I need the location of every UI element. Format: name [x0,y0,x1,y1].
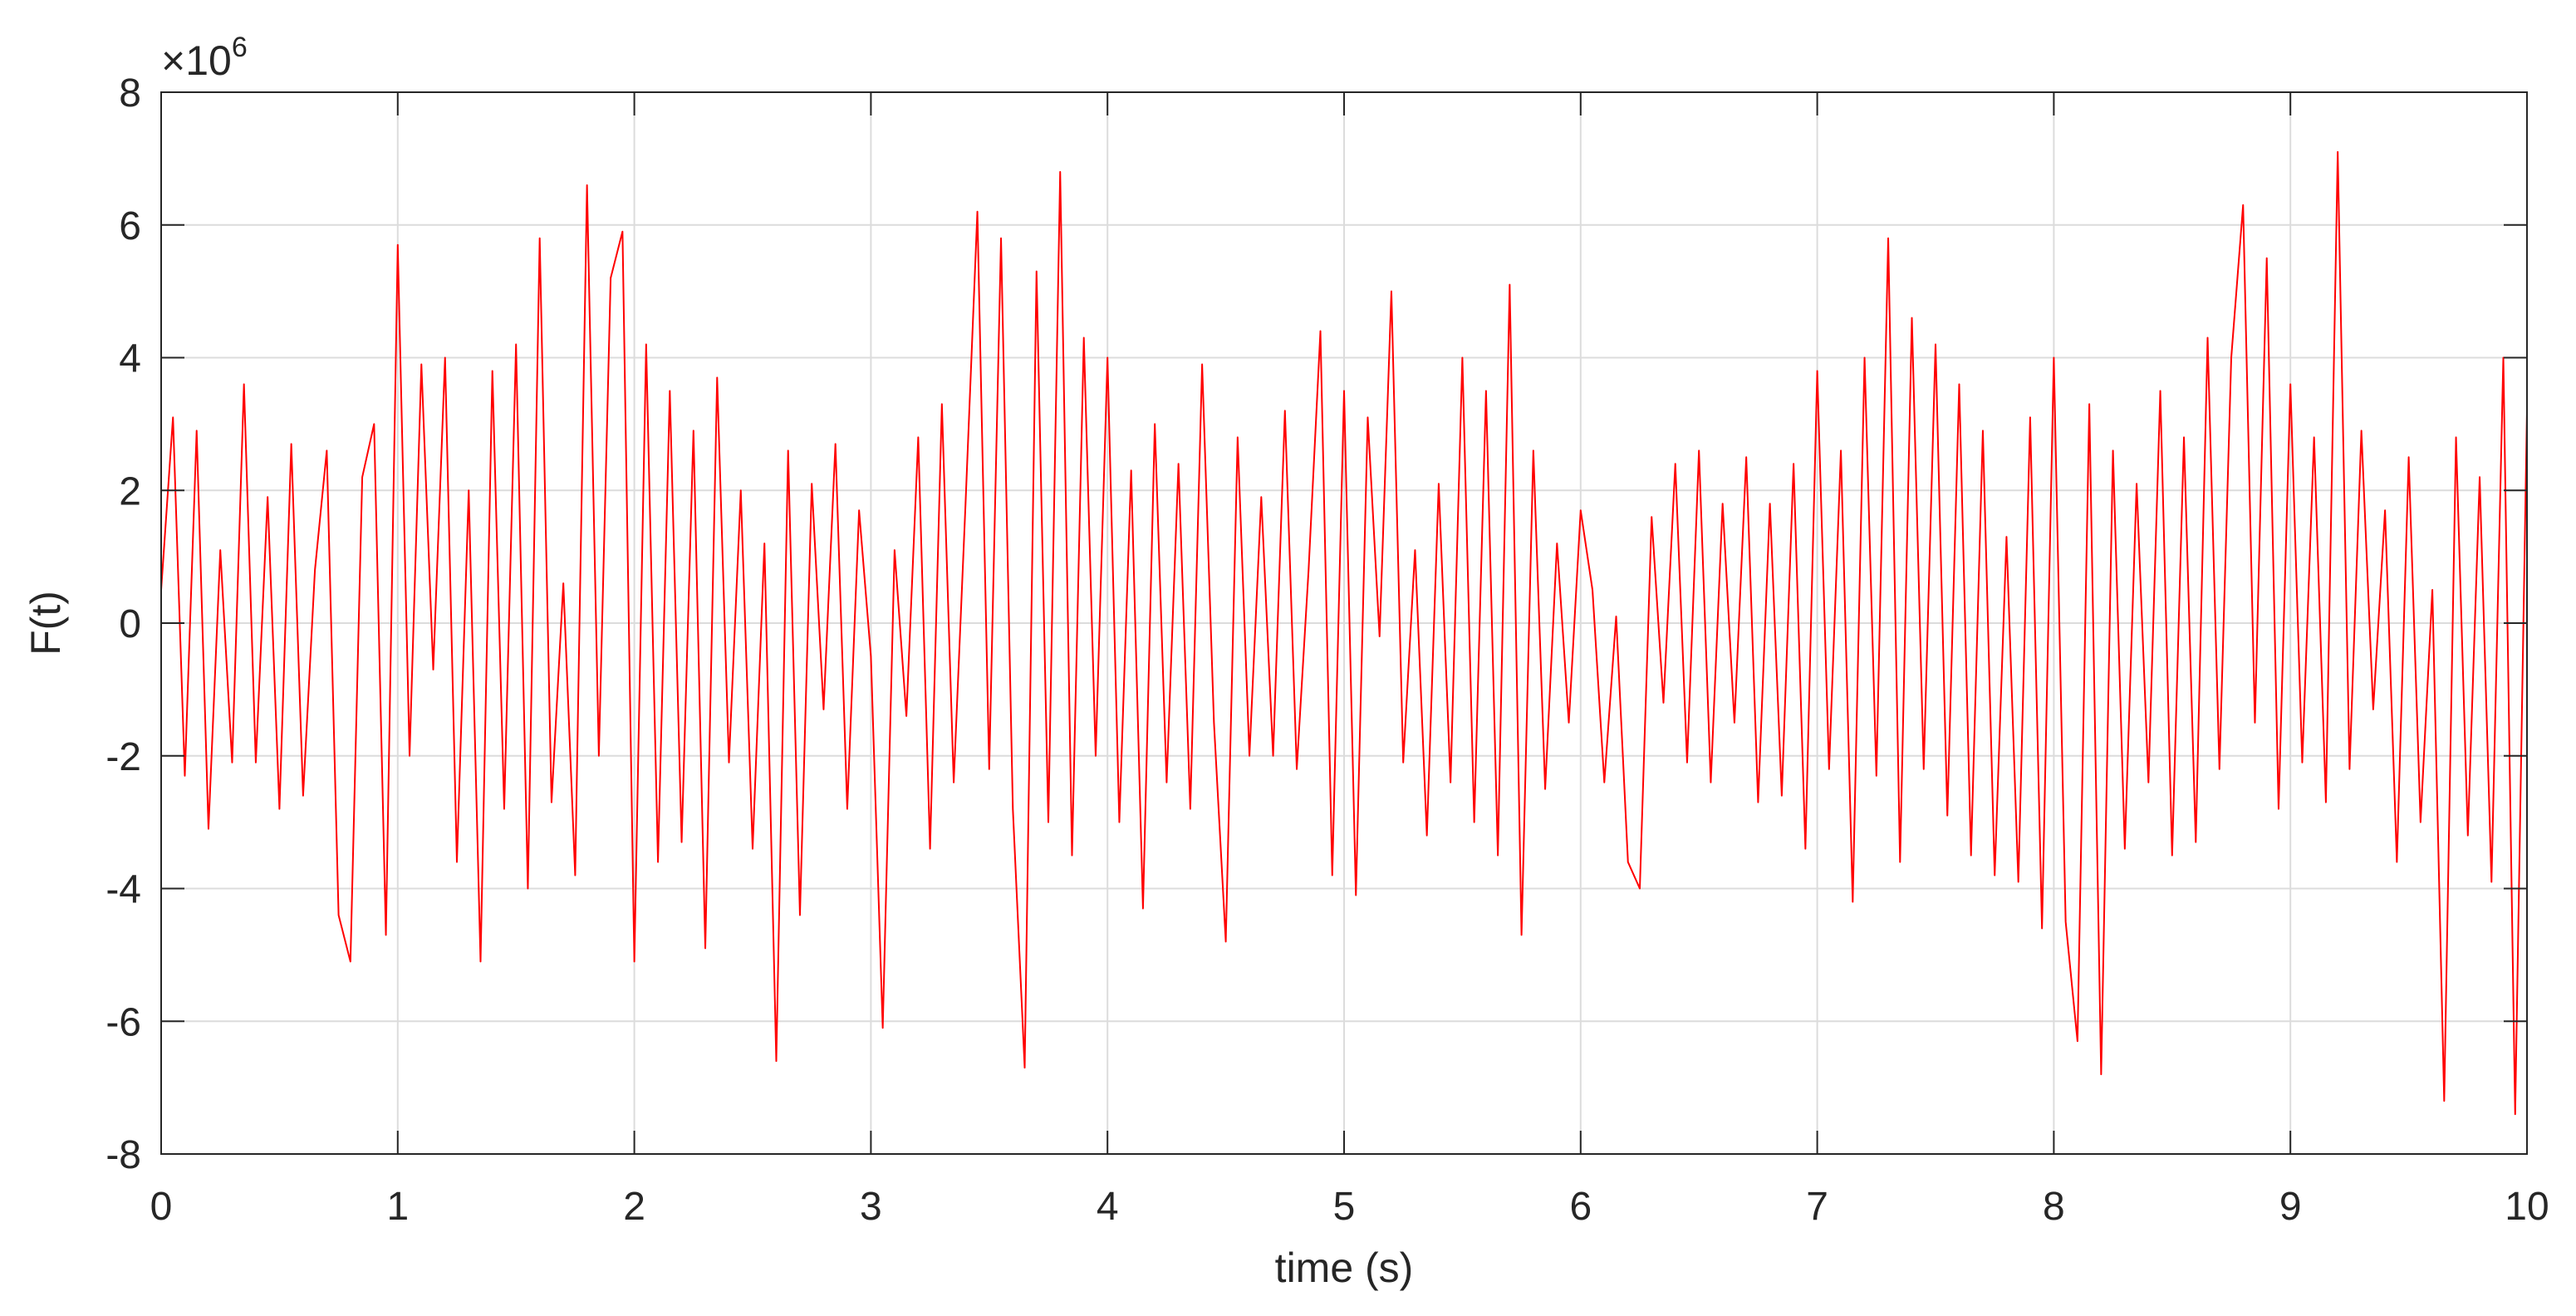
multiplier-base: ×10 [161,37,232,84]
multiplier-exponent: 6 [232,32,248,63]
y-multiplier: ×106 [161,32,248,84]
y-tick-label: 2 [119,469,141,513]
x-tick-label: 1 [386,1185,409,1229]
y-tick-label: -8 [105,1133,141,1177]
x-tick-label: 4 [1097,1185,1119,1229]
y-tick-label: -2 [105,735,141,779]
data-line [160,150,2528,1116]
x-tick-label: 5 [1333,1185,1356,1229]
x-tick-label: 9 [2279,1185,2302,1229]
y-tick-label: -6 [105,1000,141,1044]
grid [160,91,2528,1155]
x-tick-label: 3 [860,1185,882,1229]
y-tick-label: 4 [119,337,141,381]
y-tick-label: 0 [119,602,141,646]
x-tick-label: 10 [2505,1185,2549,1229]
y-tick-label: 6 [119,204,141,248]
y-tick-label: 8 [119,71,141,115]
x-tick-label: 2 [623,1185,645,1229]
y-axis-label: F(t) [22,591,69,656]
ticks: 0 1 2 3 4 5 6 7 8 9 10 -8 -6 -4 -2 0 2 4 6 8 [105,71,2549,1229]
x-tick-label: 7 [1806,1185,1828,1229]
x-tick-label: 6 [1569,1185,1592,1229]
x-tick-label: 0 [150,1185,173,1229]
x-tick-label: 8 [2043,1185,2065,1229]
x-axis-label: time (s) [1275,1245,1414,1291]
plot-area [160,150,2528,1116]
y-tick-label: -4 [105,868,141,912]
